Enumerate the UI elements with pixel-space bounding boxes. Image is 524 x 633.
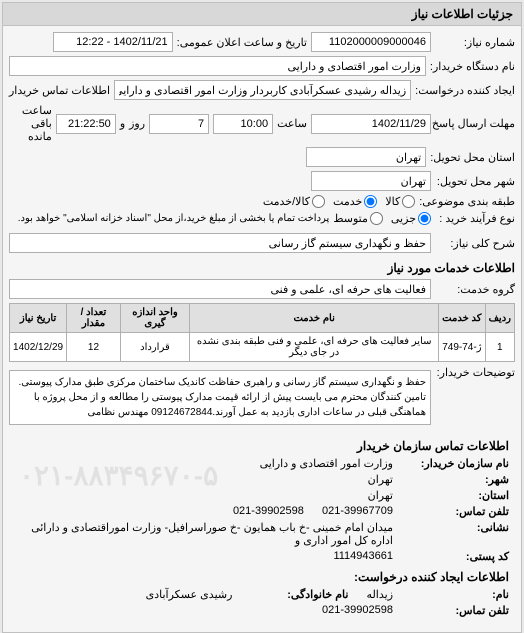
buyer-org-label: نام دستگاه خریدار: [430, 60, 515, 73]
city-label: شهر محل تحویل: [435, 175, 515, 188]
creator-family-label: نام خانوادگی: [238, 588, 348, 601]
radio-goods-label: کالا [385, 195, 400, 208]
address-label: نشانی: [399, 521, 509, 547]
remaining-days-field[interactable] [149, 114, 209, 134]
purchase-type-radios: جزیی متوسط [333, 212, 431, 225]
announce-date-label: تاریخ و ساعت اعلان عمومی: [177, 36, 307, 49]
radio-medium[interactable]: متوسط [333, 212, 383, 225]
radio-small-label: جزیی [391, 212, 416, 225]
info-province-val: تهران [368, 489, 393, 502]
info-city-label: شهر: [399, 473, 509, 486]
creator-name-label: نام: [399, 588, 509, 601]
td-date: 1402/12/29 [10, 333, 67, 362]
table-header-row: ردیف کد خدمت نام خدمت واحد اندازه گیری ت… [10, 304, 515, 333]
creator-name-val: زیداله [367, 588, 393, 601]
and-label: و [120, 117, 125, 130]
org-name-val: وزارت امور اقتصادی و دارایی [260, 457, 393, 470]
panel-title: جزئیات اطلاعات نیاز [3, 3, 521, 26]
creator-phone-val: 021-39902598 [322, 604, 393, 617]
service-group-field[interactable] [9, 279, 431, 299]
contact-title: اطلاعات تماس سازمان خریدار [15, 435, 509, 457]
request-no-field[interactable] [311, 32, 431, 52]
address-val: میدان امام خمینی -خ باب همایون -خ صوراسر… [15, 521, 393, 547]
radio-small[interactable]: جزیی [391, 212, 431, 225]
province-label: استان محل تحویل: [430, 151, 515, 164]
description-label: توضیحات خریدار: [435, 366, 515, 379]
buyer-org-field[interactable] [9, 56, 426, 76]
info-phone2-val: 021-39902598 [233, 505, 304, 518]
radio-goods[interactable]: کالا [385, 195, 415, 208]
creator-phone-label: تلفن تماس: [399, 604, 509, 617]
deadline-date-field[interactable] [311, 114, 431, 134]
requester-field[interactable] [114, 80, 411, 100]
info-city-val: تهران [368, 473, 393, 486]
td-qty: 12 [67, 333, 121, 362]
th-unit: واحد اندازه گیری [120, 304, 189, 333]
th-code: کد خدمت [439, 304, 485, 333]
purchase-note: پرداخت تمام یا بخشی از مبلغ خرید،از محل … [18, 213, 330, 224]
radio-both[interactable]: کالا/خدمت [263, 195, 325, 208]
day-label: روز [129, 117, 145, 130]
panel-body: شماره نیاز: تاریخ و ساعت اعلان عمومی: نا… [3, 26, 521, 632]
province-field[interactable] [306, 147, 426, 167]
radio-service[interactable]: خدمت [333, 195, 377, 208]
radio-both-label: کالا/خدمت [263, 195, 310, 208]
description-box: حفظ و نگهداری سیستم گاز رسانی و راهبری ح… [9, 370, 431, 425]
th-idx: ردیف [485, 304, 514, 333]
info-phone-val: 021-39967709 [322, 505, 393, 518]
service-group-label: گروه خدمت: [435, 283, 515, 296]
time-label: ساعت [277, 117, 307, 130]
th-name: نام خدمت [190, 304, 439, 333]
creator-info-title: اطلاعات ایجاد کننده درخواست: [15, 566, 509, 588]
td-idx: 1 [485, 333, 514, 362]
td-code: ژ-74-749 [439, 333, 485, 362]
deadline-label: مهلت ارسال پاسخ: تا تاریخ: [435, 117, 515, 130]
contact-section: ۰۲۱-۸۸۳۴۹۶۷۰-۵ اطلاعات تماس سازمان خریدا… [9, 429, 515, 626]
requester-label: ایجاد کننده درخواست: [415, 84, 515, 97]
deadline-time-field[interactable] [213, 114, 273, 134]
group-type-label: طبقه بندی موضوعی: [419, 195, 515, 208]
table-row: 1 ژ-74-749 سایر فعالیت های حرفه ای، علمی… [10, 333, 515, 362]
remaining-hours-field[interactable] [56, 114, 116, 134]
info-phone-label: تلفن تماس: [399, 505, 509, 518]
main-panel: جزئیات اطلاعات نیاز شماره نیاز: تاریخ و … [2, 2, 522, 633]
th-date: تاریخ نیاز [10, 304, 67, 333]
info-province-label: استان: [399, 489, 509, 502]
org-name-label: نام سازمان خریدار: [399, 457, 509, 470]
city-field[interactable] [311, 171, 431, 191]
group-type-radios: کالا خدمت کالا/خدمت [263, 195, 415, 208]
remaining-label: ساعت باقی مانده [9, 104, 52, 143]
purchase-type-label: نوع فرآیند خرید : [435, 212, 515, 225]
th-qty: تعداد / مقدار [67, 304, 121, 333]
postal-label: کد پستی: [399, 550, 509, 563]
announce-date-field[interactable] [53, 32, 173, 52]
radio-medium-label: متوسط [333, 212, 368, 225]
radio-service-label: خدمت [333, 195, 362, 208]
request-no-label: شماره نیاز: [435, 36, 515, 49]
creator-family-val: رشیدی عسکرآبادی [146, 588, 233, 601]
services-table: ردیف کد خدمت نام خدمت واحد اندازه گیری ت… [9, 303, 515, 362]
td-name: سایر فعالیت های حرفه ای، علمی و فنی طبقه… [190, 333, 439, 362]
services-info-title: اطلاعات خدمات مورد نیاز [9, 257, 515, 279]
need-title-label: شرح کلی نیاز: [435, 237, 515, 250]
td-unit: قرارداد [120, 333, 189, 362]
need-title-field[interactable] [9, 233, 431, 253]
contact-info-label: اطلاعات تماس خریدار [9, 84, 110, 97]
postal-val: 1114943661 [333, 550, 393, 563]
